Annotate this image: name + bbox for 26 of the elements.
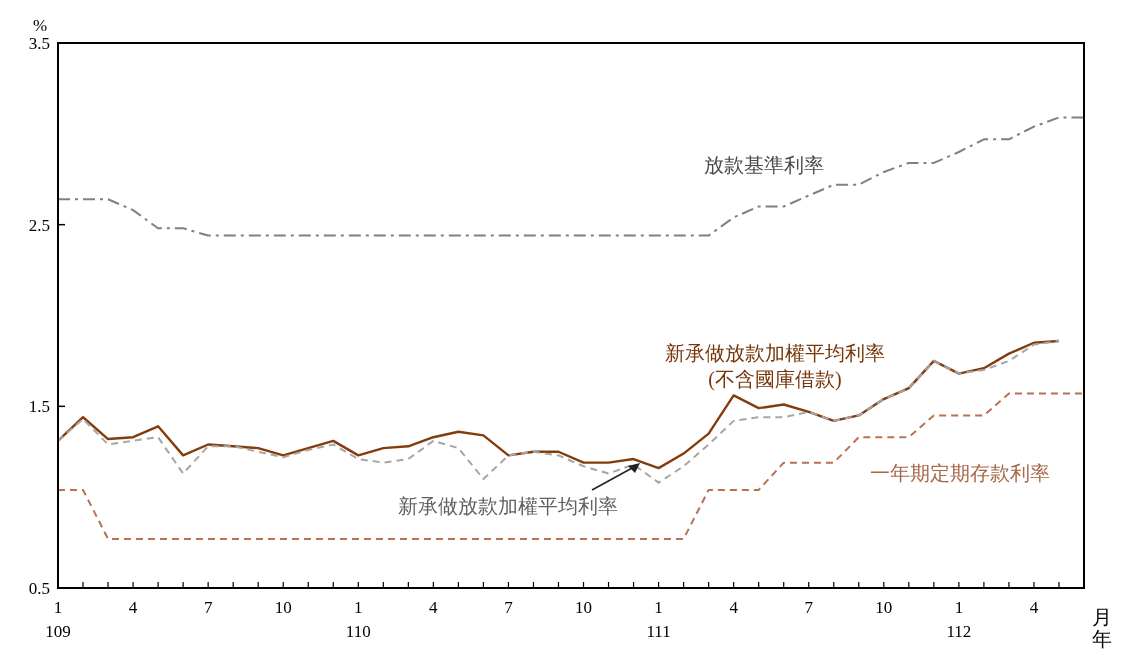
y-tick-label: 2.5	[28, 215, 50, 235]
y-tick-label: 3.5	[28, 33, 50, 53]
line-series	[57, 116, 1085, 237]
y-tick-label: 0.5	[28, 578, 50, 598]
series-label: 新承做放款加權平均利率 (不含國庫借款)	[665, 342, 885, 391]
x-axis-title: 月年	[1092, 606, 1112, 650]
series-label: 新承做放款加權平均利率	[398, 495, 618, 517]
x-tick-label: 10	[274, 598, 292, 617]
x-tick-label: 1 111	[646, 598, 671, 641]
x-tick-label: 1 109	[45, 598, 71, 641]
y-axis-title: %	[32, 16, 48, 35]
line-series	[57, 392, 1085, 540]
series-label: 放款基準利率	[704, 154, 824, 176]
x-tick-label: 10	[875, 598, 893, 617]
x-tick-label: 4	[429, 598, 439, 617]
series-label: 一年期定期存款利率	[870, 462, 1050, 484]
x-tick-label: 1 112	[946, 598, 972, 641]
x-tick-label: 7	[804, 598, 814, 617]
x-tick-label: 10	[575, 598, 593, 617]
x-tick-label: 4	[729, 598, 739, 617]
x-tick-label: 4	[128, 598, 138, 617]
x-tick-label: 7	[203, 598, 213, 617]
y-tick-label: 1.5	[28, 397, 50, 417]
x-tick-label: 7	[504, 598, 514, 617]
x-tick-label: 1 110	[345, 598, 371, 641]
x-tick-label: 4	[1029, 598, 1039, 617]
